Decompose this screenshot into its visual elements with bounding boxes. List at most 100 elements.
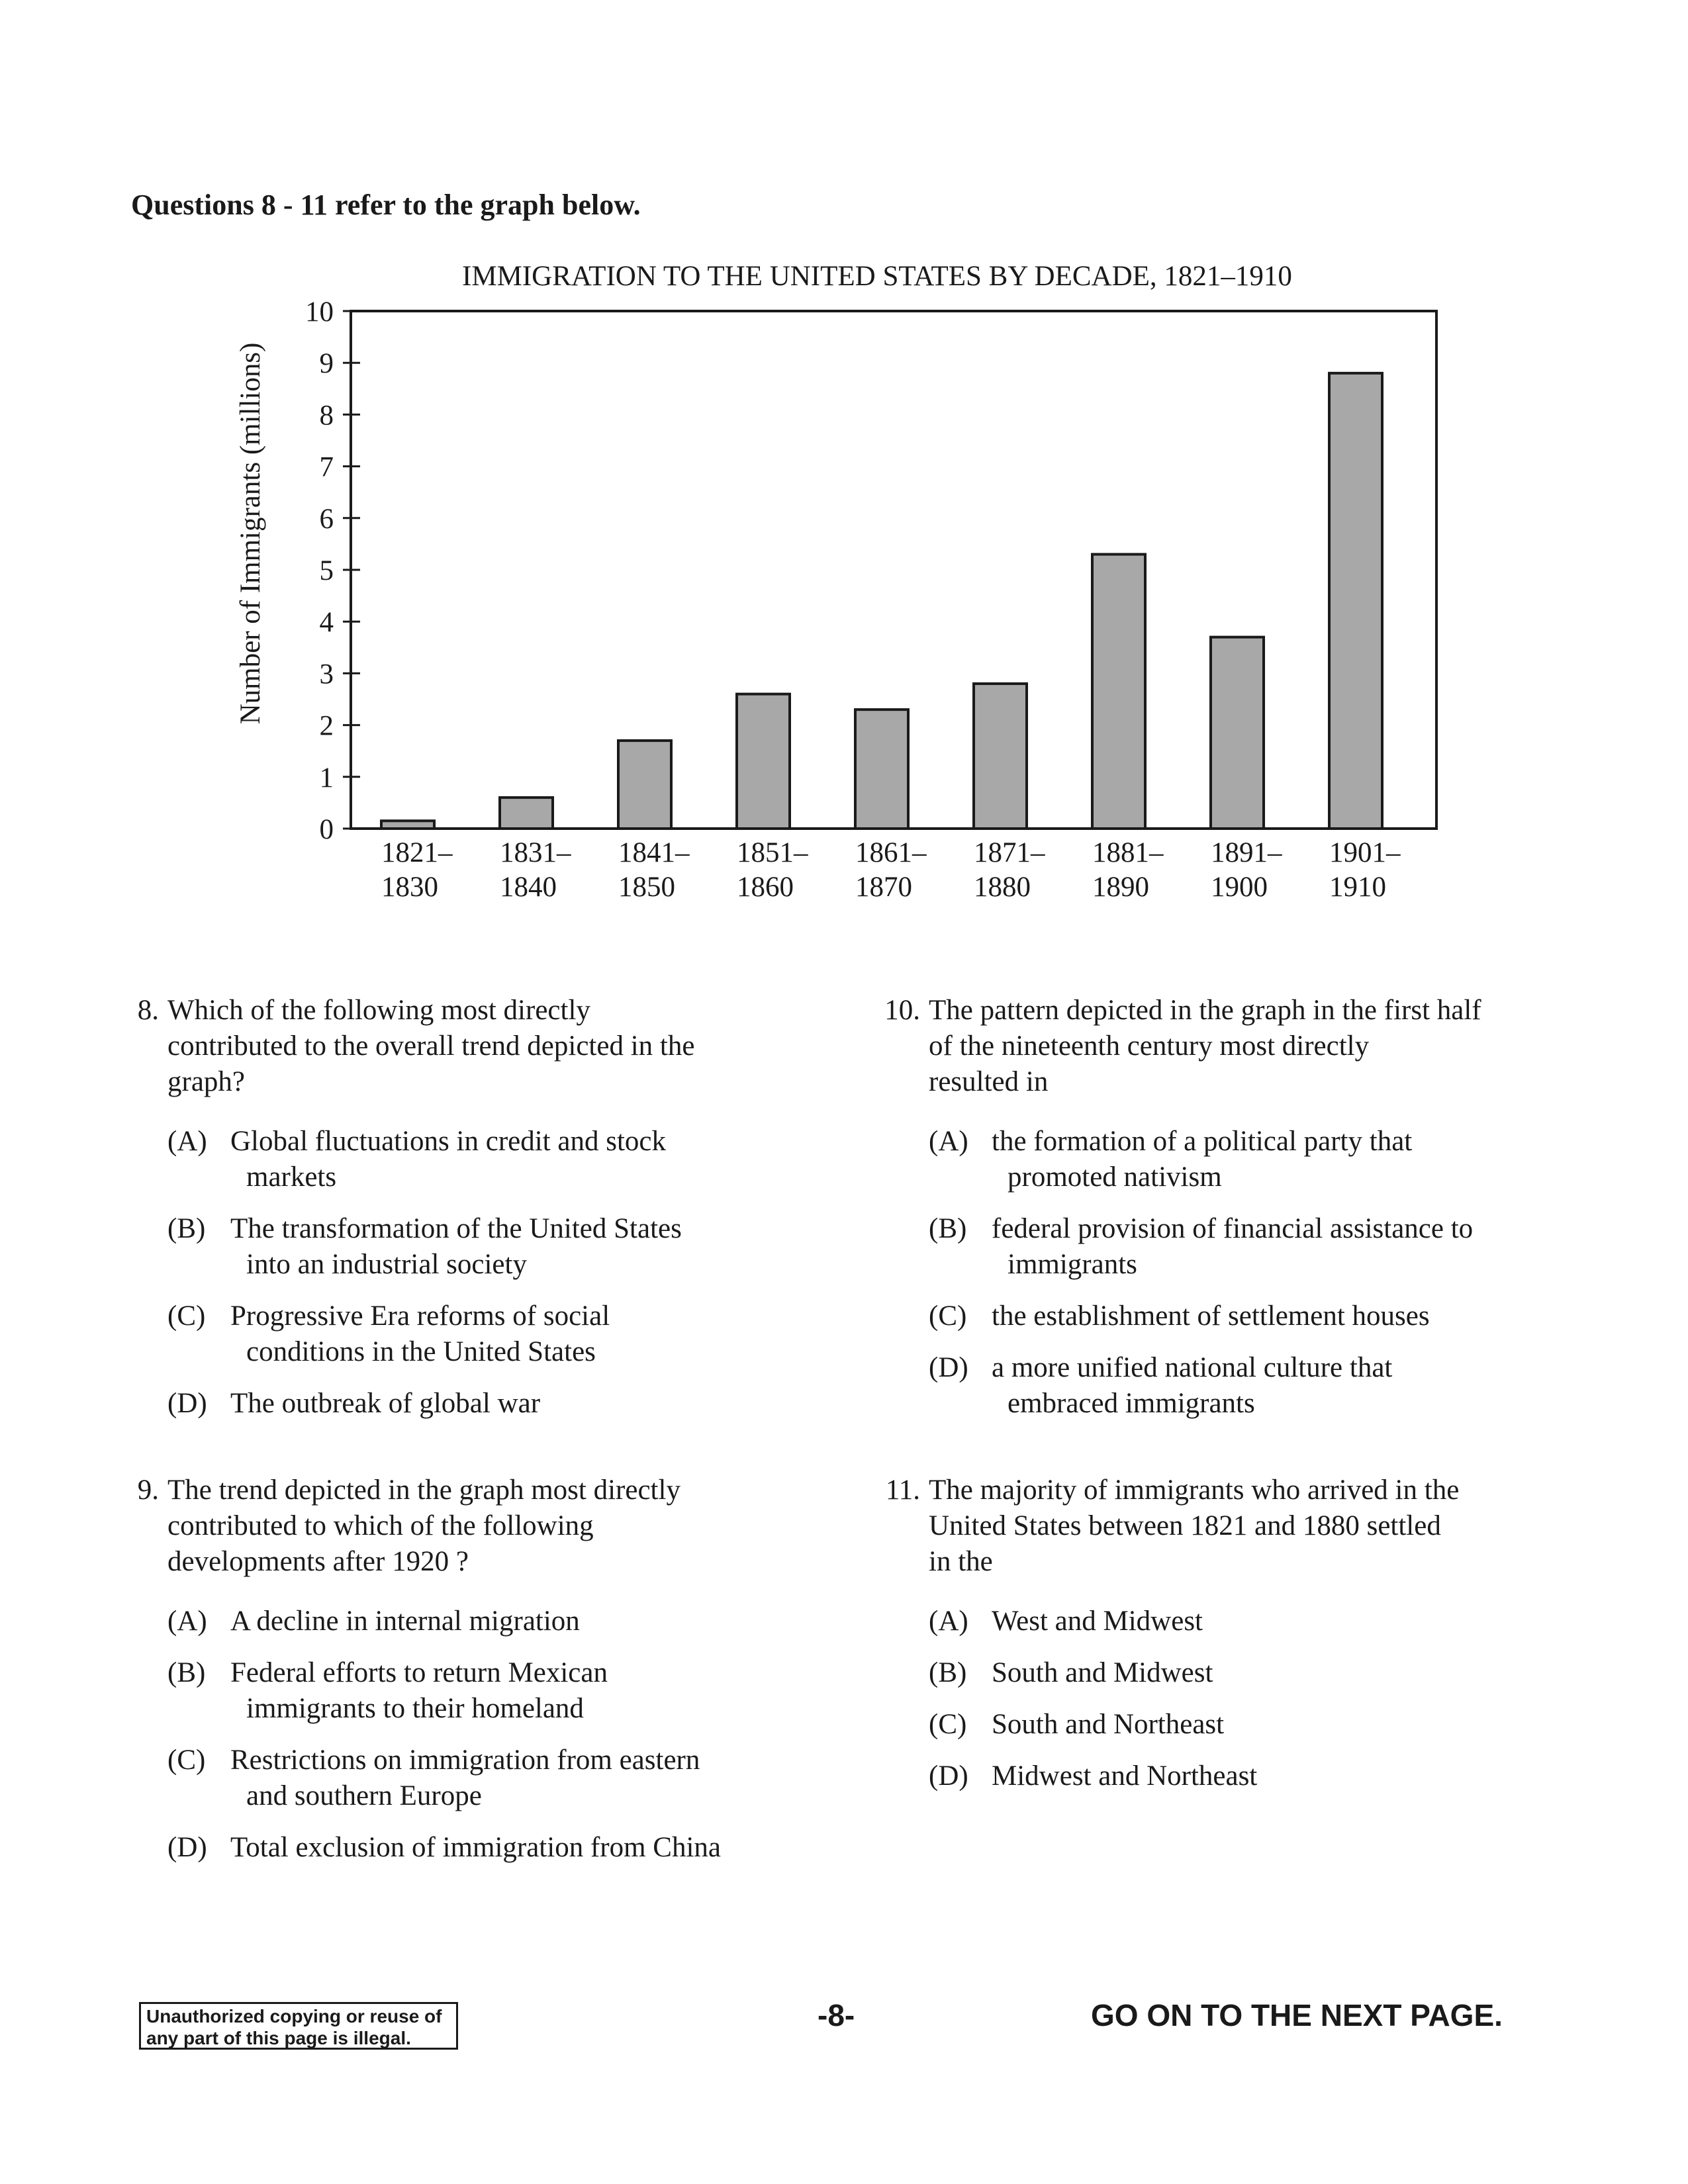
choice-letter: (D) <box>929 1760 968 1792</box>
page-number: -8- <box>818 1998 855 2032</box>
answer-choice: (B) South and Midwest <box>861 1655 1556 1691</box>
x-tick-label: 1910 <box>1329 872 1386 903</box>
choice-text-line: A decline in internal migration <box>230 1606 580 1637</box>
copyright-notice-line-2: any part of this page is illegal. <box>146 2028 411 2048</box>
choice-text-line: The transformation of the United States <box>230 1213 682 1244</box>
choice-text-line: Total exclusion of immigration from Chin… <box>230 1832 721 1863</box>
choice-text-line: embraced immigrants <box>1008 1388 1255 1419</box>
question-11: 11. The majority of immigrants who arrive… <box>861 1473 1556 1810</box>
answer-choice: (D) Midwest and Northeast <box>861 1758 1556 1794</box>
bar <box>972 682 1028 830</box>
x-tick-label: 1901– <box>1329 837 1401 868</box>
answer-choice: (C) the establishment of settlement house… <box>861 1298 1556 1334</box>
choice-text-line: promoted nativism <box>1008 1161 1222 1193</box>
bar <box>1091 553 1147 830</box>
choice-text-line: South and Midwest <box>992 1657 1213 1688</box>
question-stem: 11. The majority of immigrants who arrive… <box>861 1473 1556 1580</box>
question-stem-line: Which of the following most directly <box>167 995 590 1026</box>
bar <box>735 692 791 830</box>
answer-choice: (B) Federal efforts to return Mexican immi… <box>99 1655 814 1727</box>
x-tick-label: 1840 <box>500 872 557 903</box>
question-number: 8. <box>137 995 159 1026</box>
answer-choices: (A) Global fluctuations in credit and sto… <box>99 1124 814 1422</box>
chart-y-axis-label: Number of Immigrants (millions) <box>235 343 266 725</box>
question-stem: 9. The trend depicted in the graph most d… <box>99 1473 814 1580</box>
choice-letter: (D) <box>167 1832 207 1863</box>
bars <box>380 371 1383 831</box>
bar <box>854 708 910 831</box>
y-tick-label: 0 <box>320 814 334 845</box>
choice-letter: (D) <box>167 1388 207 1419</box>
choice-letter: (C) <box>167 1300 206 1332</box>
x-tick-label: 1871– <box>974 837 1045 868</box>
choice-letter: (A) <box>929 1606 968 1637</box>
y-tick-label: 7 <box>320 452 334 483</box>
choice-letter: (C) <box>167 1745 206 1776</box>
choice-letter: (A) <box>929 1126 968 1157</box>
choice-letter: (B) <box>167 1657 206 1688</box>
choice-text-line: West and Midwest <box>992 1606 1203 1637</box>
answer-choice: (D) Total exclusion of immigration from C… <box>99 1830 814 1866</box>
y-tick-label: 2 <box>320 711 334 742</box>
choice-text-line: into an industrial society <box>246 1249 527 1280</box>
chart-title: IMMIGRATION TO THE UNITED STATES BY DECA… <box>462 261 1292 292</box>
bar <box>1209 635 1265 830</box>
x-tick-label: 1851– <box>737 837 808 868</box>
x-tick-label: 1831– <box>500 837 571 868</box>
choice-letter: (A) <box>167 1126 207 1157</box>
immigration-bar-chart: IMMIGRATION TO THE UNITED STATES BY DECA… <box>235 261 1438 903</box>
y-tick-label: 1 <box>320 762 334 794</box>
answer-choice: (A) A decline in internal migration <box>99 1604 814 1639</box>
x-tick-label: 1891– <box>1211 837 1282 868</box>
choice-text-line: and southern Europe <box>246 1780 482 1811</box>
choice-text-line: federal provision of financial assistanc… <box>992 1213 1474 1244</box>
choice-text-line: Global fluctuations in credit and stock <box>230 1126 666 1157</box>
x-axis-labels: 1821– 1830 1831– 1840 1841– 1850 1851– 1860 1861… <box>381 837 1401 903</box>
bar <box>498 796 554 831</box>
choice-text-line: immigrants to their homeland <box>246 1693 584 1724</box>
question-stem: 10. The pattern depicted in the graph in … <box>861 993 1556 1100</box>
choice-letter: (B) <box>929 1657 967 1688</box>
choice-text-line: The outbreak of global war <box>230 1388 541 1419</box>
x-tick-label: 1821– <box>381 837 453 868</box>
answer-choices: (A) A decline in internal migration (B) Fed… <box>99 1604 814 1866</box>
choice-text-line: South and Northeast <box>992 1709 1225 1740</box>
choice-letter: (A) <box>167 1606 207 1637</box>
answer-choice: (A) the formation of a political party th… <box>861 1124 1556 1195</box>
choice-text-line: Progressive Era reforms of social <box>230 1300 610 1332</box>
choice-letter: (C) <box>929 1709 967 1740</box>
y-tick-label: 5 <box>320 555 334 586</box>
choice-text-line: Federal efforts to return Mexican <box>230 1657 608 1688</box>
question-stem-line: contributed to which of the following <box>167 1510 594 1541</box>
choice-letter: (B) <box>167 1213 206 1244</box>
copyright-notice-line-1: Unauthorized copying or reuse of <box>146 2006 442 2026</box>
question-10: 10. The pattern depicted in the graph in … <box>861 993 1556 1437</box>
question-stem-line: of the nineteenth century most directly <box>929 1030 1370 1062</box>
choice-letter: (D) <box>929 1352 968 1383</box>
y-axis-ticks: 0 1 2 3 4 5 6 7 8 9 10 <box>305 296 360 845</box>
bar <box>380 819 436 831</box>
choice-text-line: Midwest and Northeast <box>992 1760 1258 1792</box>
answer-choice: (C) South and Northeast <box>861 1707 1556 1743</box>
y-tick-label: 4 <box>320 607 334 638</box>
choice-text-line: the establishment of settlement houses <box>992 1300 1430 1332</box>
bar <box>617 739 673 830</box>
answer-choice: (A) Global fluctuations in credit and sto… <box>99 1124 814 1195</box>
question-stem: 8. Which of the following most directly co… <box>99 993 814 1100</box>
question-number: 9. <box>137 1475 159 1506</box>
question-number: 10. <box>884 995 920 1026</box>
y-tick-label: 8 <box>320 400 334 431</box>
x-tick-label: 1830 <box>381 872 438 903</box>
answer-choice: (C) Progressive Era reforms of social cond… <box>99 1298 814 1370</box>
x-tick-label: 1870 <box>855 872 912 903</box>
question-8: 8. Which of the following most directly co… <box>99 993 814 1437</box>
choice-letter: (C) <box>929 1300 967 1332</box>
question-stem-line: The trend depicted in the graph most dir… <box>167 1475 680 1506</box>
answer-choice: (B) federal provision of financial assist… <box>861 1211 1556 1283</box>
go-on-notice: GO ON TO THE NEXT PAGE. <box>1091 1998 1503 2032</box>
y-tick-label: 9 <box>320 348 334 379</box>
x-tick-label: 1841– <box>618 837 690 868</box>
x-tick-label: 1861– <box>855 837 927 868</box>
answer-choice: (D) a more unified national culture that e… <box>861 1350 1556 1422</box>
question-stem-line: in the <box>929 1546 993 1577</box>
